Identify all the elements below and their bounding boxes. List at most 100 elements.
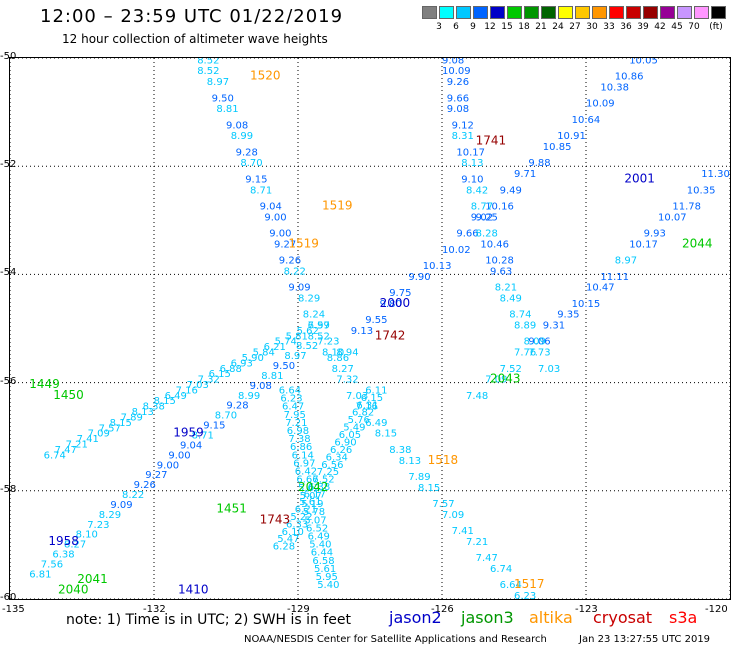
wave-height-label: 10.02 xyxy=(442,245,471,256)
note-text: note: 1) Time is in UTC; 2) SWH is in fe… xyxy=(66,612,352,628)
wave-height-label: 9.13 xyxy=(351,326,373,337)
wave-height-label: 6.49 xyxy=(365,418,387,429)
wave-height-label: 5.76 xyxy=(348,415,370,426)
wave-height-label: 6.82 xyxy=(352,408,374,419)
wave-height-label: 6.58 xyxy=(312,556,334,567)
pass-time-label: 1517 xyxy=(514,577,545,591)
wave-height-label: 9.15 xyxy=(203,421,225,432)
scale-label: 33 xyxy=(603,22,615,32)
wave-height-label: 9.00 xyxy=(157,460,179,471)
scale-label: 6 xyxy=(453,22,459,32)
scale-swatch xyxy=(507,6,522,19)
wave-height-label: 8.21 xyxy=(495,283,517,294)
wave-height-label: 9.12 xyxy=(452,120,474,131)
pass-time-label: 1519 xyxy=(322,198,353,212)
wave-height-label: 9.35 xyxy=(557,310,579,321)
wave-height-label: 7.32 xyxy=(336,375,358,386)
wave-height-label: 8.52 xyxy=(197,58,219,66)
scale-swatch xyxy=(422,6,437,19)
wave-height-label: 9.50 xyxy=(273,361,295,372)
legend-s3a: s3a xyxy=(669,608,698,627)
wave-height-label: 7.41 xyxy=(77,434,99,445)
wave-height-label: 8.52 xyxy=(197,66,219,77)
wave-height-label: 8.94 xyxy=(336,348,358,359)
lat-tick-label: -52 xyxy=(0,159,17,171)
scale-label: 42 xyxy=(654,22,666,32)
wave-height-label: 9.25 xyxy=(476,212,498,223)
pass-time-label: 2001 xyxy=(624,171,655,185)
wave-height-label: 6.66 xyxy=(296,475,318,486)
wave-height-label: 7.09 xyxy=(88,429,110,440)
wave-height-label: 5.84 xyxy=(253,348,275,359)
wave-height-label: 6.93 xyxy=(231,358,253,369)
wave-height-label: 6.17 xyxy=(304,490,326,501)
wave-height-label: 7.21 xyxy=(466,537,488,548)
scale-swatch xyxy=(660,6,675,19)
scale-swatch xyxy=(592,6,607,19)
wave-height-label: 7.23 xyxy=(317,337,339,348)
wave-height-label: 9.49 xyxy=(500,185,522,196)
scale-label: 15 xyxy=(501,22,513,32)
wave-height-label: 10.17 xyxy=(456,147,485,158)
scale-swatch xyxy=(609,6,624,19)
wave-height-label: 9.00 xyxy=(168,450,190,461)
wave-height-label: 6.64 xyxy=(500,580,522,591)
wave-height-label: 8.13 xyxy=(399,456,421,467)
wave-height-label: 10.09 xyxy=(442,66,471,77)
wave-height-label: 9.00 xyxy=(269,229,291,240)
wave-height-label: 6.47 xyxy=(282,402,304,413)
pass-time-label: 1450 xyxy=(53,388,84,402)
wave-height-label: 6.64 xyxy=(279,385,301,396)
scale-swatch xyxy=(575,6,590,19)
wave-height-label: 10.09 xyxy=(586,99,615,110)
wave-height-label: 6.57 xyxy=(308,321,330,332)
wave-height-label: 8.52 xyxy=(296,341,318,352)
wave-height-label: 7.52 xyxy=(312,475,334,486)
wave-height-label: 10.13 xyxy=(423,261,452,272)
wave-height-label: 8.71 xyxy=(250,185,272,196)
wave-height-label: 8.99 xyxy=(231,131,253,142)
scale-swatch xyxy=(626,6,641,19)
wave-height-label: 6.15 xyxy=(209,369,231,380)
wave-height-label: 10.86 xyxy=(615,72,644,83)
wave-height-label: 9.09 xyxy=(110,500,132,511)
wave-height-label: 9.93 xyxy=(644,229,666,240)
wave-height-label: 10.17 xyxy=(629,239,658,250)
pass-time-label: 2044 xyxy=(682,236,713,250)
credit-text: NOAA/NESDIS Center for Satellite Applica… xyxy=(244,634,547,645)
scale-swatch xyxy=(677,6,692,19)
scale-label: 27 xyxy=(569,22,581,32)
wave-height-label: 8.13 xyxy=(461,158,483,169)
wave-height-label: 8.38 xyxy=(389,445,411,456)
legend-cryosat: cryosat xyxy=(593,608,653,627)
wave-height-label: 9.71 xyxy=(514,169,536,180)
wave-height-label: 8.38 xyxy=(143,402,165,413)
wave-height-label: 9.50 xyxy=(212,93,234,104)
wave-height-label: 10.85 xyxy=(543,142,572,153)
wave-height-label: 5.19 xyxy=(301,499,323,510)
wave-height-label: 9.80 xyxy=(380,299,402,310)
wave-height-label: 7.21 xyxy=(285,418,307,429)
wave-height-label: 7.56 xyxy=(41,559,63,570)
wave-height-label: 9.66 xyxy=(447,93,469,104)
wave-height-label: 6.56 xyxy=(321,460,343,471)
wave-height-label: 7.23 xyxy=(87,520,109,531)
wave-height-label: 9.26 xyxy=(279,256,301,267)
wave-height-label: 8.15 xyxy=(110,418,132,429)
scale-unit: (ft) xyxy=(709,22,723,32)
wave-height-label: 10.64 xyxy=(572,115,601,126)
wave-height-label: 9.04 xyxy=(260,201,282,212)
wave-height-label: 9.08 xyxy=(226,120,248,131)
wave-height-label: 8.97 xyxy=(207,77,229,88)
pass-time-label: 1740 xyxy=(480,58,511,61)
wave-height-label: 8.22 xyxy=(284,266,306,277)
pass-time-label: 2043 xyxy=(490,372,521,386)
wave-height-label: 6.86 xyxy=(290,442,312,453)
pass-time-label: 1519 xyxy=(288,236,319,250)
wave-height-label: 6.21 xyxy=(295,504,317,515)
pass-time-label: 2042 xyxy=(298,480,329,494)
wave-height-label: 6.21 xyxy=(264,342,286,353)
wave-height-label: 8.13 xyxy=(132,407,154,418)
wave-height-label: 9.28 xyxy=(236,147,258,158)
